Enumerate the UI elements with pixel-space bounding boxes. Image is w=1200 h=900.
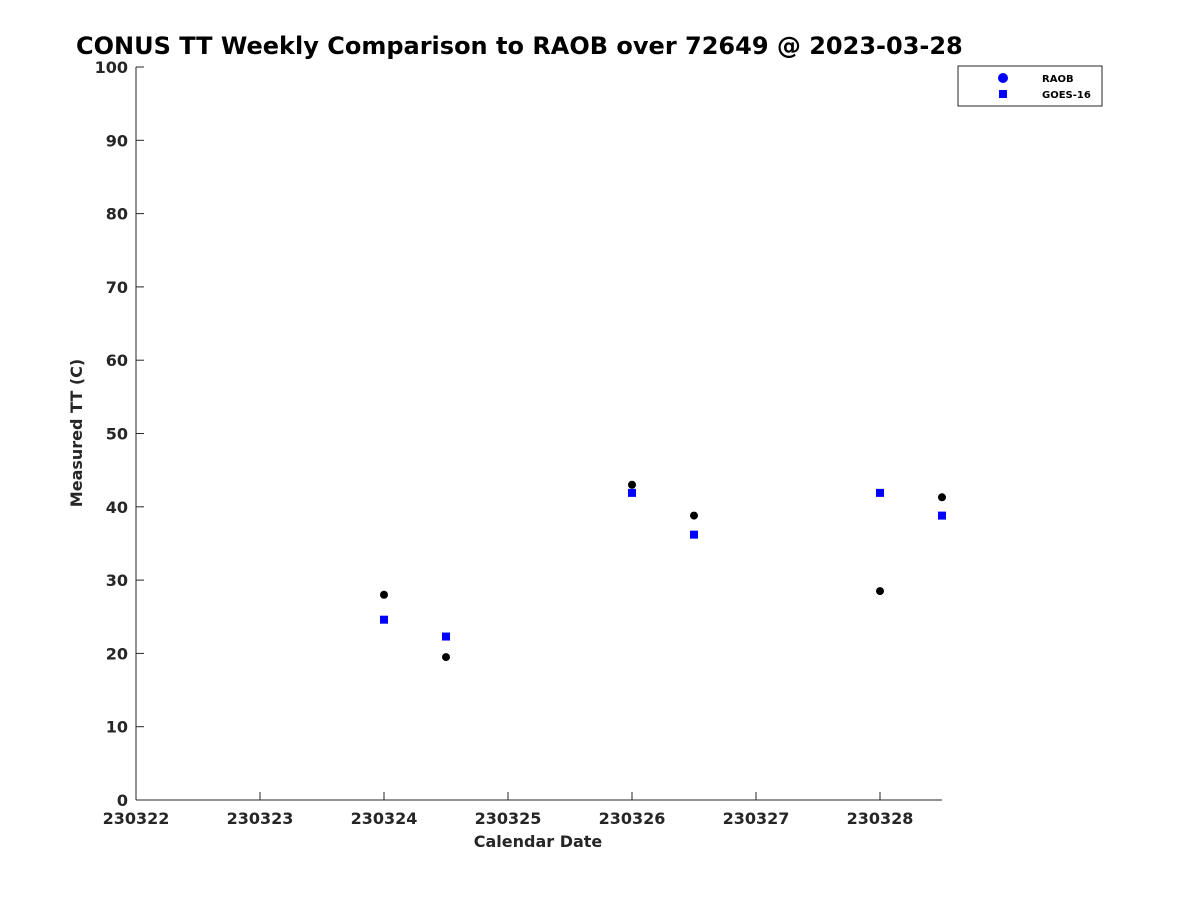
raob-point — [380, 590, 388, 599]
legend: RAOB GOES-16 — [957, 65, 1103, 107]
y-tick-label: 10 — [106, 718, 128, 737]
raob-point — [690, 511, 698, 520]
y-tick-label: 0 — [117, 791, 128, 810]
x-tick-label: 230322 — [103, 809, 170, 828]
legend-raob-marker — [998, 73, 1008, 83]
y-tick-label: 100 — [95, 58, 128, 77]
goes-16-point — [442, 632, 450, 641]
x-tick-label: 230323 — [227, 809, 294, 828]
goes-16-point — [380, 615, 388, 624]
goes-16-point — [876, 488, 884, 497]
y-tick-label: 90 — [106, 131, 128, 150]
legend-box — [957, 65, 1103, 107]
legend-goes-16-marker — [999, 90, 1007, 98]
y-tick-label: 40 — [106, 498, 128, 517]
raob-point — [628, 480, 636, 489]
y-tick-label: 80 — [106, 205, 128, 224]
y-tick-label: 60 — [106, 351, 128, 370]
y-tick-label: 70 — [106, 278, 128, 297]
y-tick-label: 50 — [106, 425, 128, 444]
y-tick-label: 30 — [106, 571, 128, 590]
x-tick-label: 230324 — [351, 809, 418, 828]
y-tick-label: 20 — [106, 644, 128, 663]
x-tick-label: 230327 — [723, 809, 790, 828]
data-points — [380, 480, 946, 662]
legend-goes-16-label: GOES-16 — [1042, 90, 1091, 101]
plot-axes — [135, 67, 942, 801]
chart-title: CONUS TT Weekly Comparison to RAOB over … — [76, 32, 963, 60]
raob-point — [938, 493, 946, 502]
axis-ticks: 230322 230323 230324 230325 230326 230327 2303… — [95, 58, 914, 828]
goes-16-point — [690, 530, 698, 539]
x-tick-label: 230328 — [847, 809, 914, 828]
x-tick-label: 230325 — [475, 809, 542, 828]
legend-raob-label: RAOB — [1042, 74, 1074, 85]
raob-point — [442, 653, 450, 662]
x-tick-label: 230326 — [599, 809, 666, 828]
y-axis-label: Measured TT (C) — [67, 359, 86, 507]
goes-16-point — [938, 511, 946, 520]
x-axis-label: Calendar Date — [474, 832, 603, 851]
goes-16-point — [628, 488, 636, 497]
raob-point — [876, 587, 884, 596]
